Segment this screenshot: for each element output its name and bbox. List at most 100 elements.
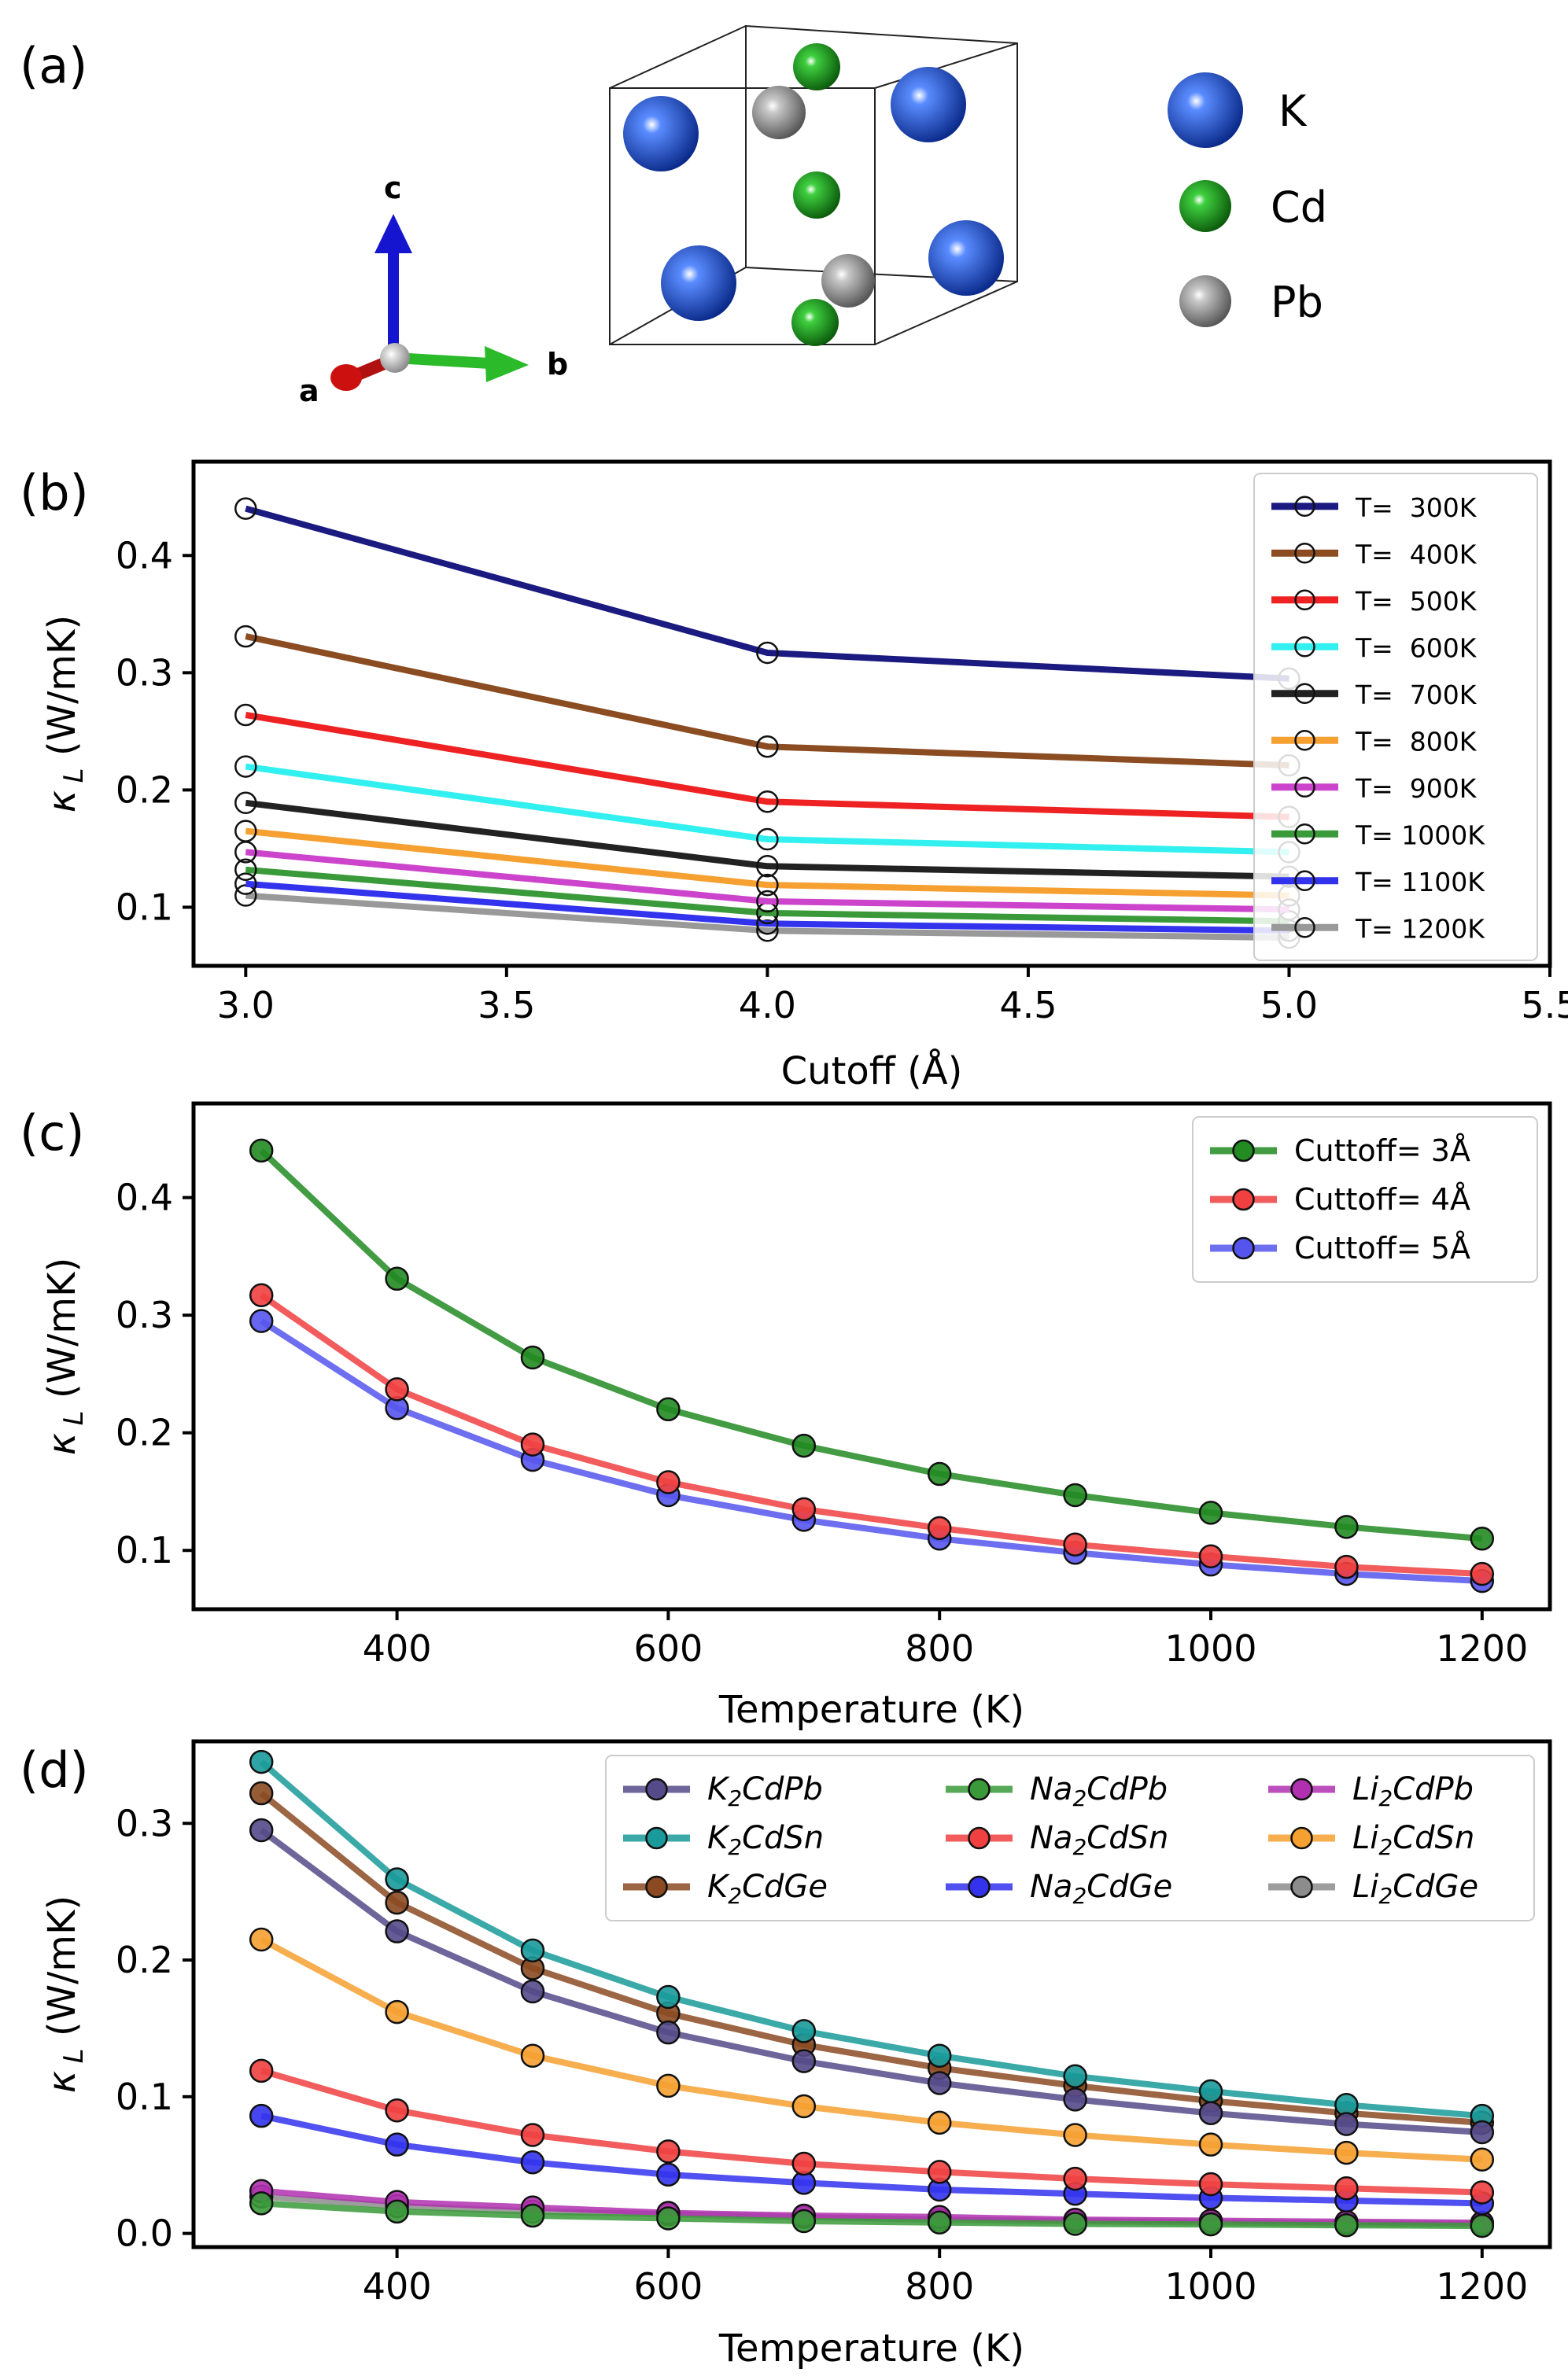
x-tick-label: 400 bbox=[363, 1627, 432, 1670]
x-tick-label: 1200 bbox=[1436, 1627, 1528, 1670]
data-point bbox=[927, 2071, 952, 2095]
chart-b: 3.0 3.5 4.0 4.5 5.0 5.5 0.1 0.2 0.3 0.4 Cutoff (Å)… bbox=[40, 459, 1568, 1093]
legend-swatch-marker bbox=[1290, 1826, 1313, 1850]
data-point bbox=[1470, 2147, 1495, 2172]
x-tick-label: 600 bbox=[633, 2265, 703, 2308]
legend-label: T= 700K bbox=[1355, 680, 1478, 710]
atom-cd bbox=[793, 43, 840, 90]
legend-label: Cuttoff= 3Å bbox=[1294, 1133, 1470, 1168]
legend-swatch-marker bbox=[968, 1778, 991, 1801]
c-axis-arrowhead bbox=[374, 214, 412, 253]
atom-pb bbox=[752, 86, 806, 139]
y-tick-label: 0.1 bbox=[116, 2076, 173, 2118]
series-line bbox=[260, 2187, 1482, 2227]
x-tick-label: 4.5 bbox=[999, 984, 1057, 1026]
series-line bbox=[260, 2067, 1482, 2196]
data-point bbox=[1470, 1561, 1495, 1586]
data-point bbox=[656, 1984, 681, 2010]
data-point bbox=[385, 1377, 409, 1402]
y-tick-label: 0.1 bbox=[116, 1529, 173, 1571]
data-point bbox=[520, 2123, 545, 2147]
legend-box bbox=[1253, 473, 1538, 961]
legend-swatch-marker bbox=[1232, 1188, 1255, 1211]
atom-k bbox=[661, 245, 736, 321]
x-axis-label: Temperature (K) bbox=[718, 1688, 1024, 1732]
legend-label: Li2CdPb bbox=[1352, 1771, 1474, 1811]
panel-c-label: (c) bbox=[20, 1104, 84, 1162]
legend-label: T= 1100K bbox=[1355, 867, 1485, 897]
data-point bbox=[927, 2110, 952, 2135]
legend-swatch-marker bbox=[1232, 1139, 1255, 1162]
data-point bbox=[385, 1867, 409, 1892]
data-point bbox=[1198, 2079, 1223, 2104]
data-point bbox=[385, 1999, 409, 2024]
data-point bbox=[1198, 2172, 1223, 2197]
data-point bbox=[1198, 1501, 1223, 1525]
legend-label: T= 400K bbox=[1355, 539, 1478, 569]
data-point bbox=[1063, 1532, 1087, 1557]
data-point bbox=[520, 1432, 545, 1457]
data-point bbox=[927, 1461, 952, 1487]
atom-pb bbox=[821, 254, 875, 308]
legend-swatch-marker bbox=[1294, 870, 1315, 891]
data-point bbox=[756, 827, 779, 851]
y-tick-label: 0.3 bbox=[116, 1802, 173, 1844]
legend-k-label: K bbox=[1278, 87, 1308, 136]
legend-swatch-marker bbox=[1294, 917, 1315, 938]
data-point bbox=[656, 2073, 681, 2098]
data-point bbox=[791, 1497, 817, 1522]
legend-label: Cuttoff= 4Å bbox=[1294, 1182, 1470, 1217]
data-point bbox=[385, 2199, 409, 2224]
unit-cell-atoms bbox=[623, 43, 1004, 346]
unit-cell-edge bbox=[874, 281, 1018, 345]
legend-swatch-marker bbox=[1294, 823, 1315, 845]
x-tick-label: 800 bbox=[905, 2265, 974, 2308]
plot-frame bbox=[191, 459, 1552, 968]
data-point bbox=[756, 919, 779, 942]
data-point bbox=[791, 1433, 817, 1458]
data-point bbox=[791, 2094, 817, 2119]
data-point bbox=[791, 2209, 817, 2234]
data-point bbox=[520, 2150, 545, 2175]
data-point bbox=[520, 1979, 545, 2004]
legend-cd-label: Cd bbox=[1271, 182, 1327, 232]
data-point bbox=[385, 1919, 409, 1943]
atom-legend: K Cd Pb bbox=[1168, 72, 1327, 327]
data-point bbox=[656, 2020, 681, 2045]
x-tick-label: 600 bbox=[633, 1627, 703, 1670]
series-line bbox=[245, 892, 1289, 941]
b-axis-arrowhead bbox=[485, 346, 529, 382]
data-point bbox=[249, 1927, 274, 1952]
legend-label: T= 300K bbox=[1355, 492, 1478, 523]
legend-swatch-marker bbox=[1294, 636, 1315, 658]
series-line bbox=[259, 1759, 1483, 2120]
series-line bbox=[260, 1936, 1483, 2163]
legend-label: K2CdGe bbox=[707, 1869, 828, 1909]
series-line bbox=[259, 1292, 1483, 1578]
x-tick-label: 1200 bbox=[1436, 2265, 1528, 2308]
data-point bbox=[520, 2043, 545, 2068]
data-point bbox=[1470, 2213, 1495, 2238]
legend-swatch-marker bbox=[1294, 683, 1315, 704]
data-point bbox=[249, 2191, 274, 2216]
a-axis-label: a bbox=[299, 374, 319, 408]
x-tick-label: 5.5 bbox=[1521, 984, 1568, 1026]
data-point bbox=[234, 791, 257, 815]
data-point bbox=[1334, 2176, 1359, 2201]
data-point bbox=[385, 1266, 409, 1291]
data-point bbox=[756, 641, 779, 665]
series-line bbox=[259, 1790, 1483, 2126]
legend-label: Li2CdGe bbox=[1352, 1869, 1478, 1909]
series-line bbox=[245, 849, 1289, 913]
data-point bbox=[520, 2203, 545, 2228]
legend-label: Li2CdSn bbox=[1352, 1820, 1474, 1860]
y-tick-label: 0.2 bbox=[116, 1412, 173, 1454]
data-point bbox=[1063, 2087, 1087, 2112]
data-point bbox=[249, 1138, 274, 1163]
crystal-axes-glyph: c b a bbox=[299, 171, 568, 408]
data-point bbox=[1470, 1527, 1495, 1551]
panel-d-label: (d) bbox=[20, 1741, 89, 1799]
unit-cell-edge bbox=[609, 25, 747, 89]
data-point bbox=[1198, 2101, 1223, 2125]
axes-origin-sphere bbox=[380, 343, 410, 373]
